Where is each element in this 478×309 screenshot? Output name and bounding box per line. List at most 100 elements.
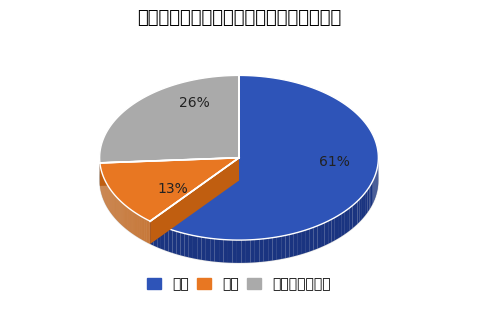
Polygon shape <box>358 199 360 224</box>
Polygon shape <box>215 239 219 262</box>
Polygon shape <box>135 213 136 236</box>
Polygon shape <box>121 202 122 225</box>
Polygon shape <box>325 221 328 246</box>
Polygon shape <box>148 220 149 243</box>
Polygon shape <box>193 235 197 259</box>
Polygon shape <box>129 208 130 231</box>
Polygon shape <box>377 166 378 192</box>
Polygon shape <box>146 219 147 242</box>
Polygon shape <box>376 169 377 194</box>
Polygon shape <box>202 237 206 260</box>
Polygon shape <box>241 240 246 263</box>
Polygon shape <box>335 216 338 240</box>
Text: ハイエースの運転＆走行性能の満足度調査: ハイエースの運転＆走行性能の満足度調査 <box>137 9 341 27</box>
Polygon shape <box>150 158 239 244</box>
Polygon shape <box>264 238 268 262</box>
Polygon shape <box>120 201 121 224</box>
Polygon shape <box>157 224 161 249</box>
Polygon shape <box>232 240 237 263</box>
Text: 13%: 13% <box>158 182 188 197</box>
Polygon shape <box>161 226 165 250</box>
Polygon shape <box>366 189 368 214</box>
Polygon shape <box>255 239 259 262</box>
Polygon shape <box>310 227 314 252</box>
Polygon shape <box>153 223 157 247</box>
Polygon shape <box>133 211 134 235</box>
Polygon shape <box>237 240 241 263</box>
Polygon shape <box>144 218 145 241</box>
Polygon shape <box>362 194 364 219</box>
Polygon shape <box>147 220 148 243</box>
Polygon shape <box>131 210 132 233</box>
Polygon shape <box>360 197 362 222</box>
Polygon shape <box>137 214 138 237</box>
Polygon shape <box>150 75 379 240</box>
Polygon shape <box>368 187 369 212</box>
Polygon shape <box>185 234 189 257</box>
Polygon shape <box>344 210 347 235</box>
Polygon shape <box>149 220 150 243</box>
Polygon shape <box>136 214 137 237</box>
Polygon shape <box>373 177 375 202</box>
Polygon shape <box>219 239 224 262</box>
Polygon shape <box>150 221 153 246</box>
Polygon shape <box>130 210 131 233</box>
Polygon shape <box>142 217 143 240</box>
Polygon shape <box>285 235 290 258</box>
Polygon shape <box>210 238 215 262</box>
Polygon shape <box>332 218 335 242</box>
Polygon shape <box>294 232 298 256</box>
Polygon shape <box>369 184 371 210</box>
Polygon shape <box>321 223 325 247</box>
Polygon shape <box>306 229 310 253</box>
Polygon shape <box>364 192 366 217</box>
Polygon shape <box>228 240 232 263</box>
Polygon shape <box>145 218 146 242</box>
Polygon shape <box>197 236 202 260</box>
Polygon shape <box>347 208 350 233</box>
Polygon shape <box>317 224 321 249</box>
Polygon shape <box>246 240 250 263</box>
Polygon shape <box>134 212 135 235</box>
Polygon shape <box>119 200 120 223</box>
Text: 61%: 61% <box>318 154 349 168</box>
Polygon shape <box>250 239 255 263</box>
Polygon shape <box>132 211 133 234</box>
Polygon shape <box>122 203 123 226</box>
Polygon shape <box>338 214 341 239</box>
Polygon shape <box>165 227 169 252</box>
Legend: 満足, 不満, どちらでもない: 満足, 不満, どちらでもない <box>147 277 331 291</box>
Polygon shape <box>128 208 129 231</box>
Polygon shape <box>341 212 344 237</box>
Polygon shape <box>169 229 173 253</box>
Text: 26%: 26% <box>179 96 210 110</box>
Polygon shape <box>298 231 302 255</box>
Polygon shape <box>352 203 355 228</box>
Polygon shape <box>100 158 239 221</box>
Polygon shape <box>173 230 176 254</box>
Polygon shape <box>314 226 317 250</box>
Polygon shape <box>138 215 139 238</box>
Polygon shape <box>259 239 264 262</box>
Polygon shape <box>99 98 379 263</box>
Polygon shape <box>176 231 181 255</box>
Polygon shape <box>141 217 142 240</box>
Polygon shape <box>150 158 239 244</box>
Polygon shape <box>143 218 144 241</box>
Polygon shape <box>272 237 277 260</box>
Polygon shape <box>355 201 358 226</box>
Polygon shape <box>99 75 239 163</box>
Polygon shape <box>290 234 294 257</box>
Polygon shape <box>372 179 373 205</box>
Polygon shape <box>302 230 306 254</box>
Polygon shape <box>127 207 128 230</box>
Polygon shape <box>125 205 126 228</box>
Polygon shape <box>268 238 272 261</box>
Polygon shape <box>371 182 372 207</box>
Polygon shape <box>277 236 281 260</box>
Polygon shape <box>100 158 239 186</box>
Polygon shape <box>224 239 228 263</box>
Polygon shape <box>181 232 185 256</box>
Polygon shape <box>328 219 332 244</box>
Polygon shape <box>124 205 125 228</box>
